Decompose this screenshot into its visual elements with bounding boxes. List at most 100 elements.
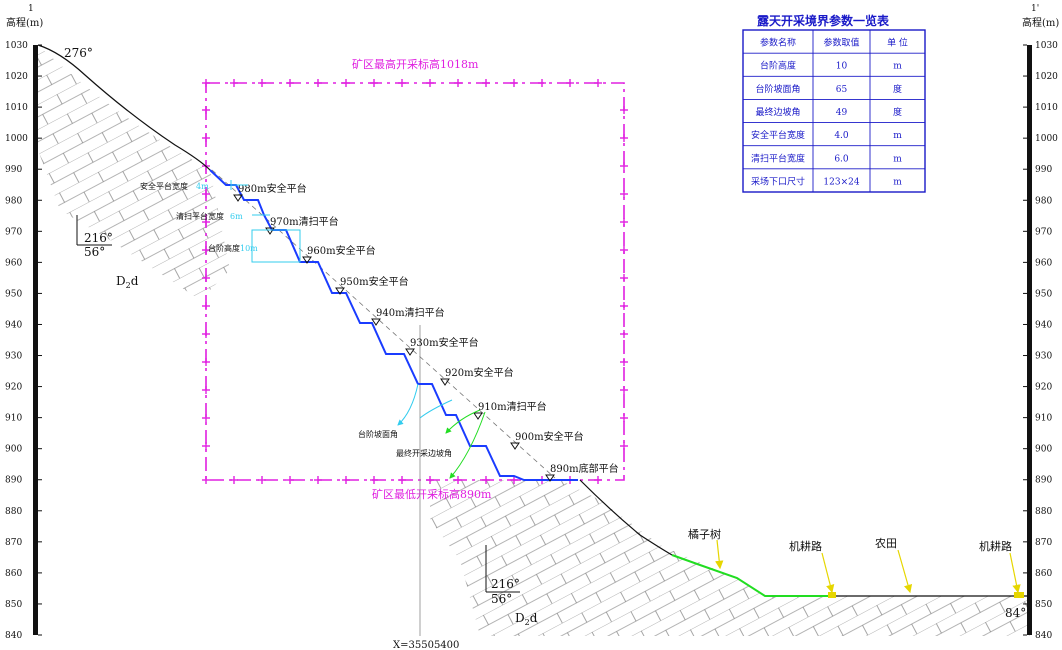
table-header-cell: 参数名称: [760, 37, 796, 49]
upper-dip-dir: 216°: [84, 231, 113, 245]
bench-label: 900m安全平台: [515, 430, 584, 443]
left-tick-label: 880: [5, 507, 22, 517]
left-tick-label: 940: [5, 320, 22, 330]
final-angle-label: 最终开采边坡角: [396, 448, 452, 458]
right-tick-label: 880: [1035, 507, 1052, 517]
bench-label: 950m安全平台: [340, 275, 409, 288]
left-tick-label: 1010: [5, 103, 28, 113]
bottom-right-angle: 84°: [1005, 606, 1026, 620]
left-axis-marker: 1: [28, 4, 34, 14]
bench-marker-icon: [233, 194, 243, 202]
right-axis-title: 高程(m): [1022, 16, 1059, 29]
right-axis-bar: [1027, 45, 1032, 635]
right-tick-label: 950: [1035, 289, 1052, 299]
bench-label: 960m安全平台: [307, 244, 376, 257]
safety-width-label: 安全平台宽度: [140, 181, 188, 191]
table-cell: 度: [893, 106, 902, 118]
table-cell: m: [893, 62, 902, 72]
bench-marker-icon: [371, 318, 381, 326]
left-tick-label: 960: [5, 258, 22, 268]
right-tick-label: 1000: [1035, 134, 1058, 144]
left-tick-label: 850: [5, 600, 22, 610]
table-cell: 安全平台宽度: [751, 129, 805, 141]
table-cell: 10: [836, 62, 848, 72]
right-tick-label: 920: [1035, 383, 1052, 393]
coordinate-label: X=35505400: [393, 640, 459, 650]
left-elevation-axis: 1030 1020 1010 1000 990 980 970 960 950 940 930 920…: [5, 4, 43, 641]
table-header-cell: 单 位: [887, 37, 908, 49]
farm-road-label-2: 机耕路: [979, 539, 1012, 553]
bottom-boundary-label: 矿区最低开采标高890m: [372, 487, 492, 501]
bench-label: 940m清扫平台: [376, 306, 445, 319]
face-angle-label: 台阶坡面角: [358, 429, 398, 439]
bench-labels: 980m安全平台 970m清扫平台 960m安全平台 950m安全平台 940m清扫平台…: [233, 182, 619, 482]
right-tick-label: 910: [1035, 414, 1052, 424]
cleaning-width-label: 清扫平台宽度: [176, 211, 224, 221]
right-tick-label: 940: [1035, 320, 1052, 330]
left-tick-label: 1020: [5, 72, 28, 82]
left-tick-label: 870: [5, 538, 22, 548]
table-cell: m: [893, 131, 902, 141]
safety-width-value: 4m: [196, 182, 209, 191]
table-cell: 123×24: [823, 177, 859, 187]
lower-dip-dir: 216°: [491, 577, 520, 591]
bench-profile: [209, 169, 578, 481]
right-tick-label: 840: [1035, 631, 1052, 641]
lower-dip-angle: 56°: [491, 592, 512, 606]
table-cell: 台阶坡面角: [755, 83, 800, 95]
table-cell: 49: [836, 108, 848, 118]
left-tick-label: 910: [5, 414, 22, 424]
cleaning-width-value: 6m: [230, 212, 243, 221]
right-tick-label: 980: [1035, 196, 1052, 206]
top-left-angle: 276°: [64, 46, 93, 60]
right-tick-label: 1020: [1035, 72, 1058, 82]
table-cell: 采场下口尺寸: [751, 175, 805, 187]
right-tick-label: 900: [1035, 445, 1052, 455]
table-cell: m: [893, 177, 902, 187]
left-tick-label: 860: [5, 569, 22, 579]
geology-annotations: 276° 216° 56° D2d 216° 56° D2d 84°: [64, 46, 1026, 627]
bench-marker-icon: [405, 348, 415, 356]
table-cell: 最终边坡角: [755, 106, 800, 118]
left-tick-label: 920: [5, 383, 22, 393]
right-tick-label: 870: [1035, 538, 1052, 548]
final-slope-line: [211, 169, 556, 479]
left-tick-label: 970: [5, 227, 22, 237]
table-cell: 4.0: [834, 131, 849, 141]
left-tick-label: 900: [5, 445, 22, 455]
pit-boundary: 矿区最高开采标高1018m 矿区最低开采标高890m: [202, 57, 628, 501]
bench-label: 970m清扫平台: [270, 215, 339, 228]
left-tick-label: 890: [5, 476, 22, 486]
bench-marker-icon: [265, 227, 275, 235]
right-tick-label: 970: [1035, 227, 1052, 237]
left-axis-bar: [33, 45, 38, 635]
left-tick-label: 1000: [5, 134, 28, 144]
parameter-table: 露天开采境界参数一览表 参数名称 参数取值单 位台阶高度 10 m台阶坡面角 65 度最终…: [742, 13, 926, 193]
right-tick-label: 850: [1035, 600, 1052, 610]
table-cell: m: [893, 154, 902, 164]
bench-label: 920m安全平台: [445, 366, 514, 379]
right-elevation-axis: 1030 1020 1010 1000 990 980 970 960 950 940 930 920…: [1022, 4, 1059, 641]
green-slope: [671, 554, 835, 597]
left-tick-label: 950: [5, 289, 22, 299]
right-tick-label: 1010: [1035, 103, 1058, 113]
bench-marker-icon: [545, 474, 555, 482]
upper-dip-angle: 56°: [84, 245, 105, 259]
right-tick-label: 890: [1035, 476, 1052, 486]
pit-boundary-rect: [205, 82, 625, 481]
right-axis-marker: 1': [1031, 4, 1039, 14]
surface-features: 橘子树 机耕路 农田 机耕路: [688, 527, 1024, 598]
rock-zone-upper: [38, 45, 230, 300]
right-tick-label: 930: [1035, 352, 1052, 362]
top-boundary-label: 矿区最高开采标高1018m: [352, 57, 479, 71]
bench-label: 910m清扫平台: [478, 400, 547, 413]
terrain-upper: [37, 44, 211, 171]
terrain-lower: [579, 479, 673, 556]
farmland-label: 农田: [875, 536, 897, 550]
bench-height-value: 10m: [240, 244, 258, 253]
table-cell: 度: [893, 83, 902, 95]
dimension-annotations: 安全平台宽度 4m 清扫平台宽度 6m 台阶高度 10m 台阶坡面角 最终开采边…: [140, 180, 486, 479]
left-axis-title: 高程(m): [6, 16, 43, 29]
rock-zone-lower: [430, 480, 1030, 636]
